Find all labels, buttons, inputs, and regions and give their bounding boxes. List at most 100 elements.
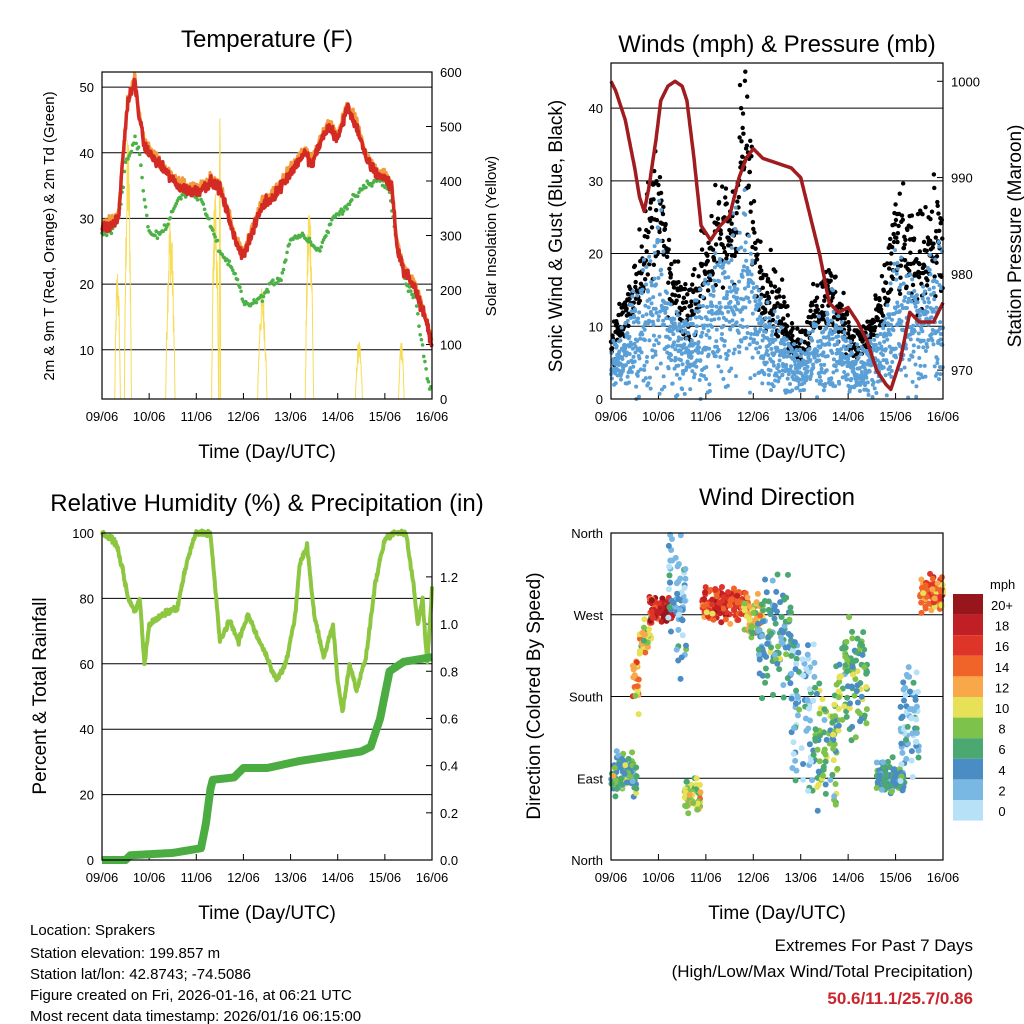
direction-point [778,639,785,646]
dewpoint-point [133,134,137,139]
sonic-wind-point [790,388,795,393]
sonic-wind-point [815,348,820,353]
sonic-wind-point [825,312,830,317]
sonic-wind-point [762,372,767,377]
gust-point [639,244,644,249]
gust-point [882,295,888,301]
sonic-wind-point [779,325,784,330]
sonic-wind-point [894,355,899,360]
sonic-wind-point [674,325,679,330]
sonic-wind-point [814,324,819,329]
sonic-wind-point [780,372,785,377]
sonic-wind-point [798,388,803,393]
gust-point [828,278,833,283]
gust-point [924,248,929,254]
sonic-wind-point [685,323,690,328]
direction-point [829,719,836,726]
sonic-wind-point [881,358,886,363]
sonic-wind-point [819,370,824,375]
gust-point [657,229,662,235]
direction-point [726,602,733,609]
sonic-wind-point [883,373,888,378]
gust-point [770,317,776,323]
sonic-wind-point [921,338,926,343]
sonic-wind-point [652,244,657,249]
sonic-wind-point [769,333,774,338]
sonic-wind-point [752,293,757,298]
direction-point [821,706,828,713]
direction-point [832,780,839,787]
direction-point [897,703,904,710]
sonic-wind-point [883,347,888,352]
gust-point [920,212,925,217]
sonic-wind-point [799,338,804,343]
gust-point [625,292,631,297]
direction-point [681,584,688,591]
direction-point [863,670,870,677]
sonic-wind-point [644,359,649,364]
gust-point [666,280,671,285]
gust-point [637,227,642,232]
sonic-wind-point [625,374,630,379]
sonic-wind-point [678,326,683,331]
elevation-text: Station elevation: 199.857 m [30,945,220,962]
sonic-wind-point [881,353,886,358]
direction-point [640,637,647,644]
sonic-wind-point [912,288,917,293]
x-tick-label: 14/06 [832,409,865,424]
gust-point [888,261,893,266]
legend-swatch [953,758,983,780]
direction-point [762,665,769,672]
sonic-wind-point [925,304,930,309]
direction-point [805,725,812,732]
sonic-wind-point [692,375,696,380]
gust-point [851,334,857,339]
sonic-wind-point [776,379,781,384]
direction-point [755,620,762,627]
sonic-wind-point [777,375,782,380]
sonic-wind-point [816,314,821,319]
sonic-wind-point [830,336,835,341]
sonic-wind-point [772,309,777,314]
dewpoint-point [271,278,275,283]
gust-point [732,253,737,259]
direction-point [666,604,673,611]
sonic-wind-point [722,343,727,348]
y-tick-label: 10 [589,319,603,334]
sonic-wind-point [733,205,738,210]
temp-2m-line-noisy [100,72,434,342]
direction-point [814,807,821,814]
sonic-wind-point [735,295,740,300]
sonic-wind-point [772,325,777,330]
direction-point [694,800,701,807]
dewpoint-point [340,212,345,216]
sonic-wind-point [854,372,859,377]
sonic-wind-point [894,271,899,276]
sonic-wind-point [752,373,757,378]
sonic-wind-point [696,309,701,314]
dewpoint-point [104,233,109,238]
direction-point [771,602,778,609]
sonic-wind-point [856,347,861,352]
y2-tick-label: 1000 [951,74,980,89]
sonic-wind-point [669,358,674,363]
gust-point [645,234,650,240]
sonic-wind-point [835,339,840,344]
dewpoint-point [350,197,354,202]
sonic-wind-point [644,312,649,317]
sonic-wind-point [707,335,712,340]
sonic-wind-point [744,346,749,351]
y-tick-label: North [571,853,603,868]
sonic-wind-point [668,353,673,358]
gust-point [672,259,677,264]
gust-point [751,226,756,232]
sonic-wind-point [779,350,784,355]
dewpoint-point [261,294,266,299]
gust-point [682,305,687,311]
direction-point [851,692,858,699]
direction-point [635,711,642,718]
gust-point [724,201,729,206]
legend-label: 12 [995,680,1009,695]
rh-ylabel: Percent & Total Rainfall [30,597,51,794]
gust-point [815,283,820,288]
